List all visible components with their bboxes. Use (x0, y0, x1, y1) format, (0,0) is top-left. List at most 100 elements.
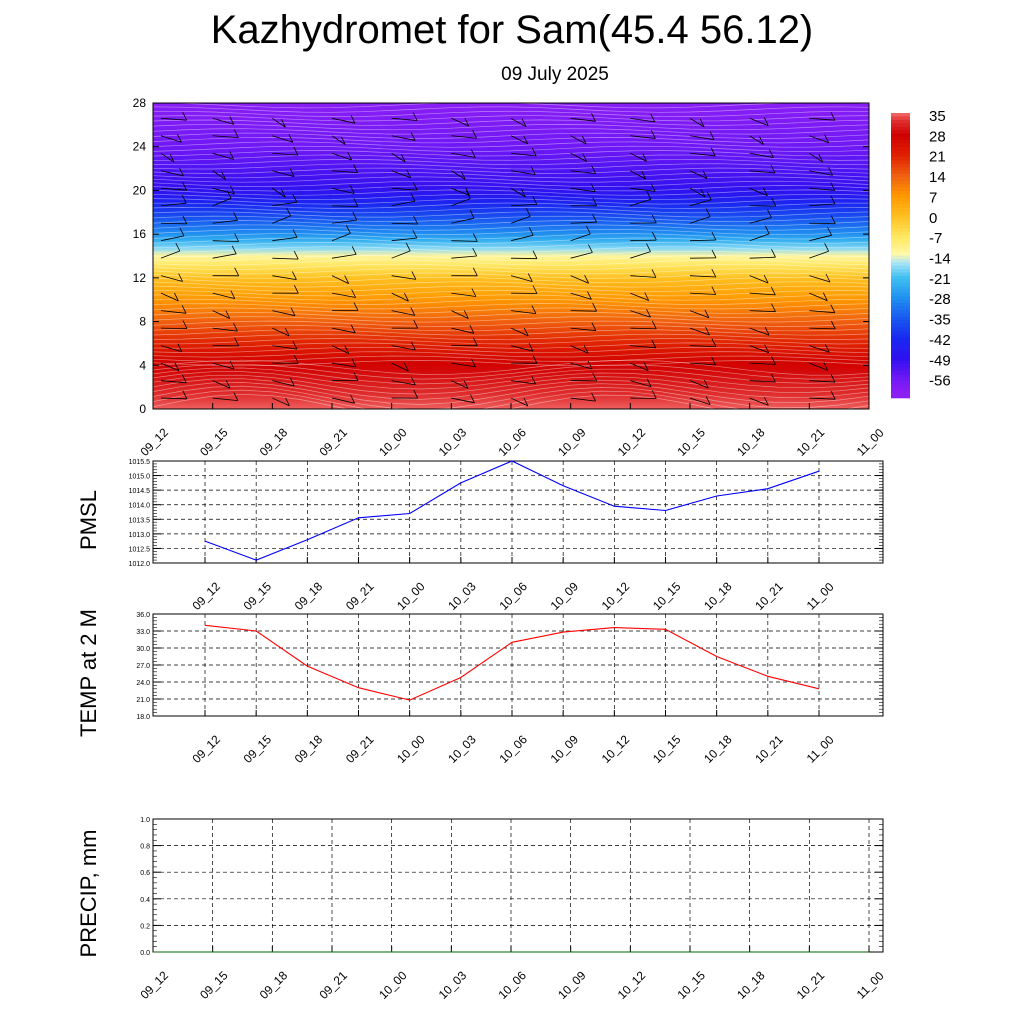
wind-barb (809, 152, 824, 163)
colorbar-swatch (891, 133, 910, 138)
wind-barb-flag (706, 191, 712, 200)
wind-barb (451, 380, 469, 389)
wind-barb-flag (350, 395, 355, 404)
wind-barb-flag (281, 119, 286, 128)
wind-barb (809, 292, 828, 302)
colorbar-swatch (891, 353, 910, 358)
colorbar-swatch (891, 126, 910, 131)
wind-barb-flag (181, 195, 187, 204)
contour-line (153, 128, 869, 135)
wind-barb-flag (465, 190, 471, 199)
wind-barb (212, 292, 235, 299)
xtick-label: 10_12 (615, 968, 649, 1002)
contour-line (153, 137, 869, 144)
xtick-label: 10_15 (650, 579, 684, 613)
wind-barb (212, 198, 232, 207)
colorbar-swatch (891, 211, 910, 216)
wind-barb-flag (643, 362, 649, 371)
wind-barb-flag (521, 118, 527, 127)
wind-barb-flag (404, 292, 409, 302)
wind-barb (391, 222, 418, 225)
colorbar-swatch (891, 170, 910, 175)
wind-barb-flag (771, 373, 776, 383)
series-line (204, 460, 820, 561)
colorbar-swatch (891, 238, 910, 243)
contour-line (153, 298, 869, 305)
wind-barb (630, 362, 649, 372)
colorbar-swatch (891, 235, 910, 239)
contour-line (153, 382, 869, 405)
wind-barb-flag (651, 269, 657, 278)
wind-barb-flag (400, 153, 406, 163)
xtick-label: 11_00 (854, 969, 887, 1002)
ytick-label: 1013.0 (129, 532, 151, 539)
wind-barb (160, 310, 187, 314)
wind-barbs (160, 111, 887, 407)
colorbar-swatch (891, 306, 910, 311)
wind-barb-flag (592, 303, 597, 312)
wind-barb-flag (351, 246, 357, 255)
wind-barb-flag (651, 339, 657, 348)
wind-barb (451, 255, 477, 259)
wind-barb-flag (711, 268, 717, 278)
wind-barb-flag (470, 149, 476, 158)
wind-barb (809, 345, 830, 353)
wind-barb (212, 240, 239, 242)
wind-barb (451, 240, 478, 242)
temp2m-panel: 18.0 21.0 24.0 27.0 30.0 33.0 36.0 09_12 09_15 09… (76, 609, 884, 766)
colorbar-label: -7 (929, 230, 942, 247)
xtick-label: 10_03 (436, 968, 470, 1002)
wind-barb (510, 170, 536, 175)
wind-barb-flag (179, 167, 184, 177)
wind-barb (160, 250, 180, 259)
wind-barb-flag (292, 271, 297, 280)
ytick-label: 27.0 (136, 663, 150, 670)
wind-barb-flag (824, 134, 830, 143)
wind-barb-flag (771, 303, 776, 312)
wind-barb-flag (705, 208, 711, 217)
wind-barb-flag (229, 360, 235, 370)
xtick-label: 10_09 (548, 579, 582, 613)
wind-barb (630, 170, 646, 180)
wind-barb-flag (465, 187, 470, 196)
colorbar-swatch (891, 343, 910, 348)
colorbar-swatch (891, 116, 910, 121)
wind-barb (868, 135, 869, 137)
wind-barb (868, 363, 869, 364)
wind-barb (391, 170, 411, 179)
wind-barb-flag (471, 358, 476, 368)
wind-barb-flag (588, 244, 593, 253)
colorbar-swatch (891, 313, 910, 317)
colorbar-swatch (891, 248, 910, 253)
contour-line (153, 132, 869, 139)
ytick-label: 18.0 (136, 714, 150, 721)
contour-line (153, 154, 869, 161)
ytick-label: 1014.0 (129, 503, 151, 510)
wind-barb (160, 117, 187, 121)
wind-barb-flag (641, 170, 647, 180)
wind-barb-flag (764, 397, 769, 406)
ytick-label: 0.6 (140, 870, 150, 877)
xtick-label: 10_09 (555, 968, 589, 1002)
wind-barb (160, 362, 179, 372)
wind-barb (868, 118, 869, 119)
wind-barb (331, 219, 357, 224)
wind-barb-flag (710, 147, 716, 156)
ytick-label: 1013.5 (129, 517, 151, 524)
colorbar-swatch (891, 245, 910, 250)
wind-barb-flag (521, 188, 526, 198)
wind-barb (689, 380, 709, 389)
heatmap-xtick-label: 10_18 (734, 425, 768, 459)
contour-line (153, 172, 869, 179)
wind-barb (391, 275, 416, 280)
colorbar-swatch (891, 387, 910, 392)
wind-barb-flag (771, 249, 776, 258)
colorbar-swatch (891, 296, 910, 300)
wind-barb-flag (883, 310, 887, 318)
contour-line (153, 351, 869, 358)
contour-line (153, 371, 869, 390)
wind-barb (160, 170, 184, 177)
wind-barb (212, 187, 235, 195)
ytick-label: 0.2 (140, 923, 150, 930)
